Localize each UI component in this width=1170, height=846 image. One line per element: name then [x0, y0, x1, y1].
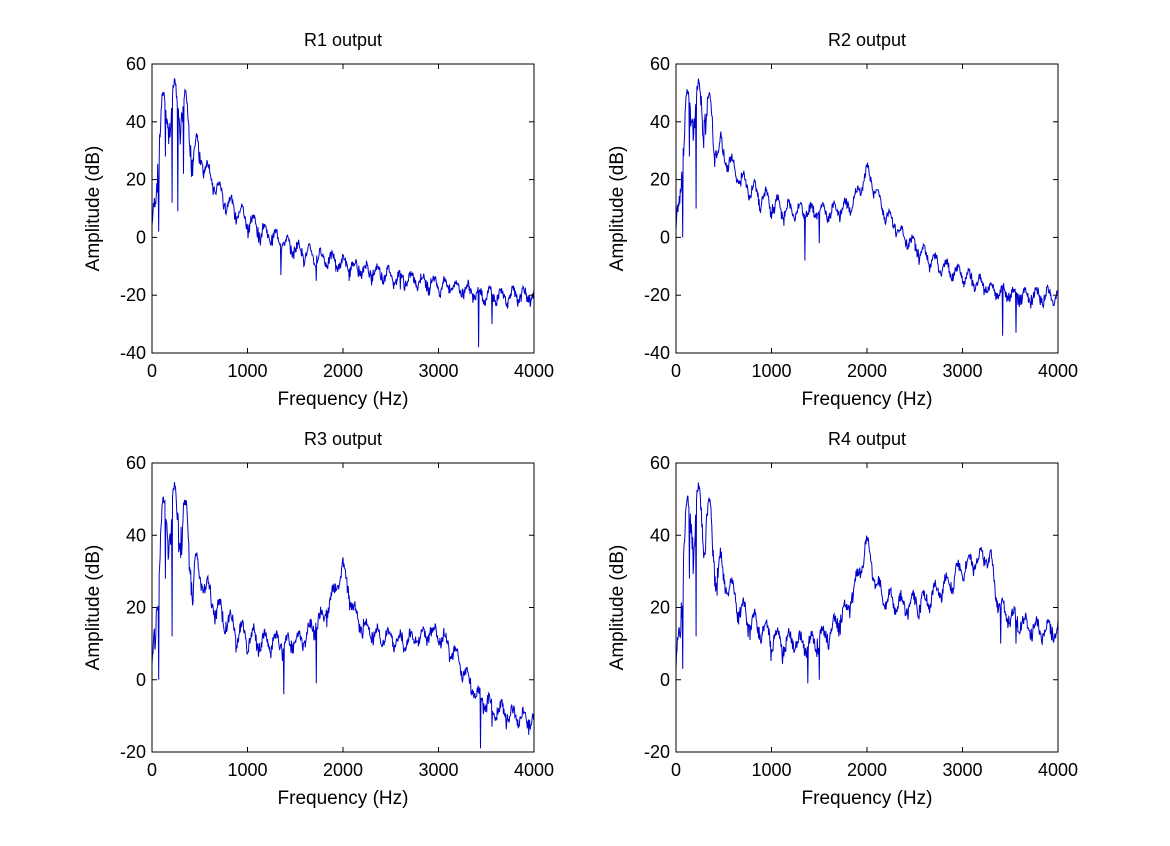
- y-tick-label: 0: [660, 670, 670, 690]
- y-tick-label: 40: [126, 112, 146, 132]
- x-tick-label: 2000: [323, 361, 363, 381]
- y-tick-label: 60: [126, 453, 146, 473]
- x-axis-label: Frequency (Hz): [802, 788, 933, 809]
- x-tick-label: 4000: [514, 361, 554, 381]
- y-tick-label: 60: [650, 453, 670, 473]
- x-tick-label: 1000: [227, 760, 267, 780]
- y-tick-label: -20: [644, 742, 670, 762]
- x-tick-label: 0: [147, 760, 157, 780]
- x-tick-label: 4000: [514, 760, 554, 780]
- x-tick-label: 0: [671, 361, 681, 381]
- y-tick-label: 20: [650, 170, 670, 190]
- subplot-title: R4 output: [828, 429, 906, 449]
- subplot-title: R2 output: [828, 30, 906, 50]
- y-tick-label: -20: [644, 285, 670, 305]
- subplot-r2-output: 0 1000 2000 3000 4000 -40 -20 0 20 40 60 R2 output F…: [607, 30, 1078, 410]
- x-tick-label: 4000: [1038, 760, 1078, 780]
- subplot-title: R3 output: [304, 429, 382, 449]
- x-tick-label: 2000: [323, 760, 363, 780]
- x-axis-label: Frequency (Hz): [278, 788, 409, 809]
- subplot-title: R1 output: [304, 30, 382, 50]
- x-tick-label: 1000: [227, 361, 267, 381]
- y-axis-label: Amplitude (dB): [83, 545, 104, 671]
- x-tick-label: 2000: [847, 760, 887, 780]
- y-tick-label: 40: [650, 525, 670, 545]
- y-tick-label: 40: [650, 112, 670, 132]
- x-tick-label: 0: [671, 760, 681, 780]
- series-line: [676, 482, 1058, 684]
- y-tick-label: 20: [650, 598, 670, 618]
- y-tick-label: -20: [120, 285, 146, 305]
- x-tick-label: 0: [147, 361, 157, 381]
- y-tick-label: -40: [644, 343, 670, 363]
- x-tick-label: 1000: [751, 760, 791, 780]
- series-line: [152, 78, 534, 348]
- y-tick-label: 0: [660, 227, 670, 247]
- series-line: [676, 78, 1058, 336]
- x-tick-label: 3000: [418, 361, 458, 381]
- subplot-r1-output: 0 1000 2000 3000 4000 -40 -20 0 20 40 60 R1 output F…: [83, 30, 554, 410]
- y-axis-label: Amplitude (dB): [83, 146, 104, 272]
- x-tick-label: 3000: [418, 760, 458, 780]
- y-axis-label: Amplitude (dB): [607, 545, 628, 671]
- x-tick-label: 1000: [751, 361, 791, 381]
- x-tick-label: 3000: [942, 361, 982, 381]
- y-tick-label: -40: [120, 343, 146, 363]
- y-tick-label: 60: [126, 54, 146, 74]
- y-tick-label: -20: [120, 742, 146, 762]
- x-tick-label: 4000: [1038, 361, 1078, 381]
- y-tick-label: 0: [136, 227, 146, 247]
- y-tick-label: 20: [126, 598, 146, 618]
- x-tick-label: 2000: [847, 361, 887, 381]
- x-axis-label: Frequency (Hz): [278, 389, 409, 410]
- y-tick-label: 60: [650, 54, 670, 74]
- y-tick-label: 0: [136, 670, 146, 690]
- x-tick-label: 3000: [942, 760, 982, 780]
- series-line: [152, 481, 534, 749]
- y-tick-label: 40: [126, 525, 146, 545]
- x-axis-label: Frequency (Hz): [802, 389, 933, 410]
- y-tick-label: 20: [126, 170, 146, 190]
- y-axis-label: Amplitude (dB): [607, 146, 628, 272]
